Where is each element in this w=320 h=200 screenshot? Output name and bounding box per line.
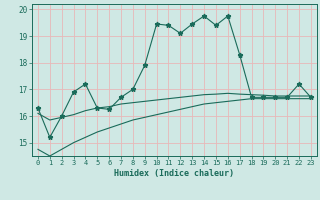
X-axis label: Humidex (Indice chaleur): Humidex (Indice chaleur) <box>115 169 234 178</box>
